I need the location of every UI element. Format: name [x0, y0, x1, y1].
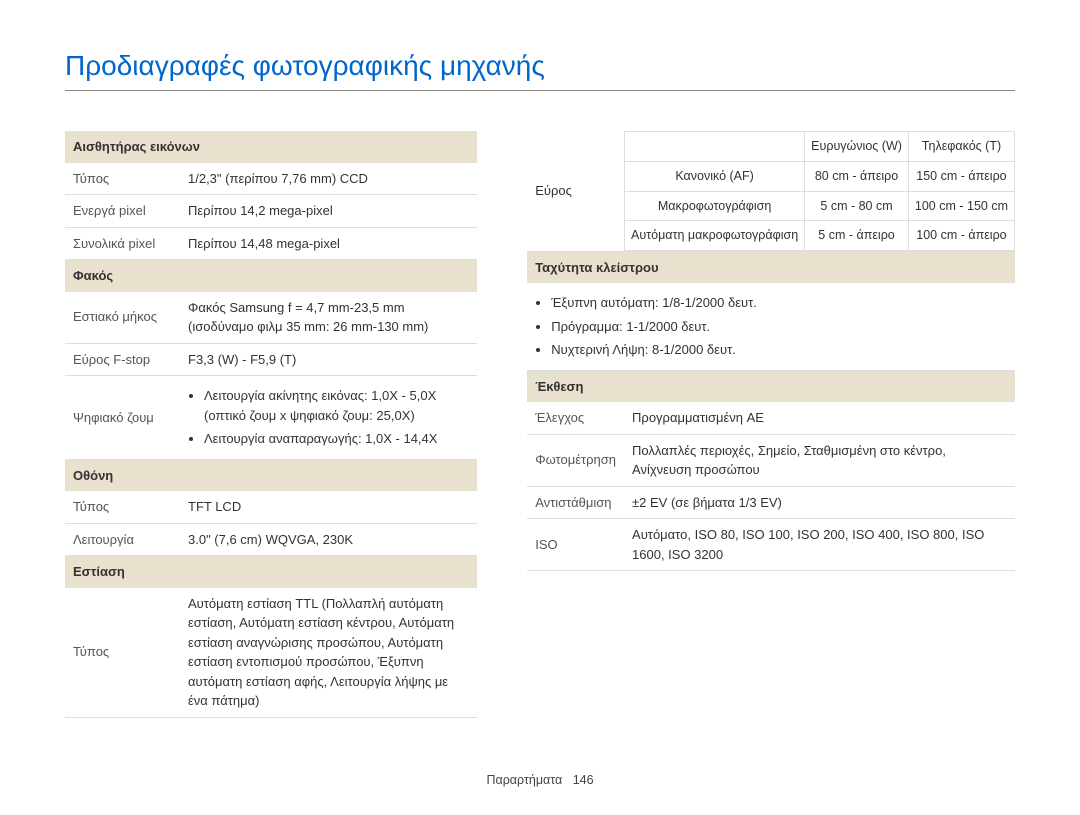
- range-cell: Αυτόματη μακροφωτογράφιση: [625, 221, 805, 251]
- section-header-label: Έκθεση: [527, 370, 1015, 402]
- bullet-item: Νυχτερινή Λήψη: 8-1/2000 δευτ.: [551, 338, 1007, 362]
- spec-label: Αντιστάθμιση: [527, 486, 624, 519]
- range-row: Μακροφωτογράφιση 5 cm - 80 cm 100 cm - 1…: [625, 191, 1015, 221]
- spec-row: Έλεγχος Προγραμματισμένη AE: [527, 402, 1015, 434]
- range-cell: 5 cm - 80 cm: [805, 191, 909, 221]
- section-focus: Εστίαση: [65, 556, 477, 588]
- spec-value: 3.0" (7,6 cm) WQVGA, 230K: [180, 523, 477, 556]
- spec-value: TFT LCD: [180, 491, 477, 523]
- page-container: Προδιαγραφές φωτογραφικής μηχανής Αισθητ…: [0, 0, 1080, 718]
- spec-value: Λειτουργία ακίνητης εικόνας: 1,0X - 5,0X…: [180, 376, 477, 460]
- range-cell: 80 cm - άπειρο: [805, 161, 909, 191]
- spec-label: Εύρος: [527, 131, 624, 251]
- bullet-list: Έξυπνη αυτόματη: 1/8-1/2000 δευτ. Πρόγρα…: [535, 291, 1007, 362]
- section-exposure: Έκθεση: [527, 370, 1015, 402]
- spec-value: Φακός Samsung f = 4,7 mm-23,5 mm (ισοδύν…: [180, 292, 477, 344]
- section-header-label: Ταχύτητα κλείστρου: [527, 251, 1015, 283]
- spec-value: Πολλαπλές περιοχές, Σημείο, Σταθμισμένη …: [624, 434, 1015, 486]
- page-footer: Παραρτήματα 146: [0, 773, 1080, 787]
- spec-row: Έξυπνη αυτόματη: 1/8-1/2000 δευτ. Πρόγρα…: [527, 283, 1015, 370]
- range-cell: 100 cm - 150 cm: [908, 191, 1014, 221]
- spec-label: Ενεργά pixel: [65, 195, 180, 228]
- spec-label: Έλεγχος: [527, 402, 624, 434]
- columns-wrap: Αισθητήρας εικόνων Τύπος 1/2,3" (περίπου…: [65, 131, 1015, 718]
- spec-label: Φωτομέτρηση: [527, 434, 624, 486]
- range-cell: 5 cm - άπειρο: [805, 221, 909, 251]
- spec-row: ISO Αυτόματο, ISO 80, ISO 100, ISO 200, …: [527, 519, 1015, 571]
- spec-label: Εστιακό μήκος: [65, 292, 180, 344]
- bullet-list: Λειτουργία ακίνητης εικόνας: 1,0X - 5,0X…: [188, 384, 469, 451]
- range-cell: Μακροφωτογράφιση: [625, 191, 805, 221]
- range-cell: 150 cm - άπειρο: [908, 161, 1014, 191]
- spec-label: Λειτουργία: [65, 523, 180, 556]
- spec-value: Αυτόματη εστίαση TTL (Πολλαπλή αυτόματη …: [180, 588, 477, 718]
- spec-row: Φωτομέτρηση Πολλαπλές περιοχές, Σημείο, …: [527, 434, 1015, 486]
- spec-row: Συνολικά pixel Περίπου 14,48 mega-pixel: [65, 227, 477, 260]
- spec-row: Εστιακό μήκος Φακός Samsung f = 4,7 mm-2…: [65, 292, 477, 344]
- spec-label: Τύπος: [65, 163, 180, 195]
- spec-value: 1/2,3" (περίπου 7,76 mm) CCD: [180, 163, 477, 195]
- specs-table-left: Αισθητήρας εικόνων Τύπος 1/2,3" (περίπου…: [65, 131, 477, 718]
- right-column: Εύρος Ευρυγώνιος (W) Τηλεφακός (T) Κανον…: [527, 131, 1015, 718]
- bullet-item: Λειτουργία αναπαραγωγής: 1,0X - 14,4X: [204, 427, 469, 451]
- left-column: Αισθητήρας εικόνων Τύπος 1/2,3" (περίπου…: [65, 131, 477, 718]
- range-cell: 100 cm - άπειρο: [908, 221, 1014, 251]
- range-row: Αυτόματη μακροφωτογράφιση 5 cm - άπειρο …: [625, 221, 1015, 251]
- spec-label: Εύρος F-stop: [65, 343, 180, 376]
- spec-value: Περίπου 14,2 mega-pixel: [180, 195, 477, 228]
- spec-row-range: Εύρος Ευρυγώνιος (W) Τηλεφακός (T) Κανον…: [527, 131, 1015, 251]
- spec-row: Ψηφιακό ζουμ Λειτουργία ακίνητης εικόνας…: [65, 376, 477, 460]
- range-header-cell: Ευρυγώνιος (W): [805, 132, 909, 162]
- spec-label: ISO: [527, 519, 624, 571]
- spec-row: Ενεργά pixel Περίπου 14,2 mega-pixel: [65, 195, 477, 228]
- spec-row: Αντιστάθμιση ±2 EV (σε βήματα 1/3 EV): [527, 486, 1015, 519]
- section-header-label: Οθόνη: [65, 459, 477, 491]
- spec-row: Τύπος 1/2,3" (περίπου 7,76 mm) CCD: [65, 163, 477, 195]
- section-lens: Φακός: [65, 260, 477, 292]
- spec-label: Συνολικά pixel: [65, 227, 180, 260]
- page-title: Προδιαγραφές φωτογραφικής μηχανής: [65, 50, 1015, 91]
- bullet-item: Έξυπνη αυτόματη: 1/8-1/2000 δευτ.: [551, 291, 1007, 315]
- range-grid-host: Ευρυγώνιος (W) Τηλεφακός (T) Κανονικό (A…: [624, 131, 1015, 251]
- spec-value: Περίπου 14,48 mega-pixel: [180, 227, 477, 260]
- range-header-cell: Τηλεφακός (T): [908, 132, 1014, 162]
- spec-label: Τύπος: [65, 588, 180, 718]
- range-header-cell: [625, 132, 805, 162]
- section-header-label: Αισθητήρας εικόνων: [65, 131, 477, 163]
- section-sensor: Αισθητήρας εικόνων: [65, 131, 477, 163]
- bullet-item: Λειτουργία ακίνητης εικόνας: 1,0X - 5,0X…: [204, 384, 469, 427]
- shutter-bullets: Έξυπνη αυτόματη: 1/8-1/2000 δευτ. Πρόγρα…: [527, 283, 1015, 370]
- spec-value: Αυτόματο, ISO 80, ISO 100, ISO 200, ISO …: [624, 519, 1015, 571]
- bullet-item: Πρόγραμμα: 1-1/2000 δευτ.: [551, 315, 1007, 339]
- spec-label: Τύπος: [65, 491, 180, 523]
- section-screen: Οθόνη: [65, 459, 477, 491]
- spec-row: Λειτουργία 3.0" (7,6 cm) WQVGA, 230K: [65, 523, 477, 556]
- section-shutter: Ταχύτητα κλείστρου: [527, 251, 1015, 283]
- spec-row: Εύρος F-stop F3,3 (W) - F5,9 (T): [65, 343, 477, 376]
- footer-page-number: 146: [573, 773, 594, 787]
- spec-row: Τύπος TFT LCD: [65, 491, 477, 523]
- spec-row: Τύπος Αυτόματη εστίαση TTL (Πολλαπλή αυτ…: [65, 588, 477, 718]
- specs-table-right: Εύρος Ευρυγώνιος (W) Τηλεφακός (T) Κανον…: [527, 131, 1015, 571]
- spec-value: F3,3 (W) - F5,9 (T): [180, 343, 477, 376]
- range-cell: Κανονικό (AF): [625, 161, 805, 191]
- section-header-label: Εστίαση: [65, 556, 477, 588]
- section-header-label: Φακός: [65, 260, 477, 292]
- range-grid: Ευρυγώνιος (W) Τηλεφακός (T) Κανονικό (A…: [624, 131, 1015, 251]
- spec-value: ±2 EV (σε βήματα 1/3 EV): [624, 486, 1015, 519]
- range-header-row: Ευρυγώνιος (W) Τηλεφακός (T): [625, 132, 1015, 162]
- range-row: Κανονικό (AF) 80 cm - άπειρο 150 cm - άπ…: [625, 161, 1015, 191]
- spec-value: Προγραμματισμένη AE: [624, 402, 1015, 434]
- spec-label: Ψηφιακό ζουμ: [65, 376, 180, 460]
- footer-label: Παραρτήματα: [486, 773, 562, 787]
